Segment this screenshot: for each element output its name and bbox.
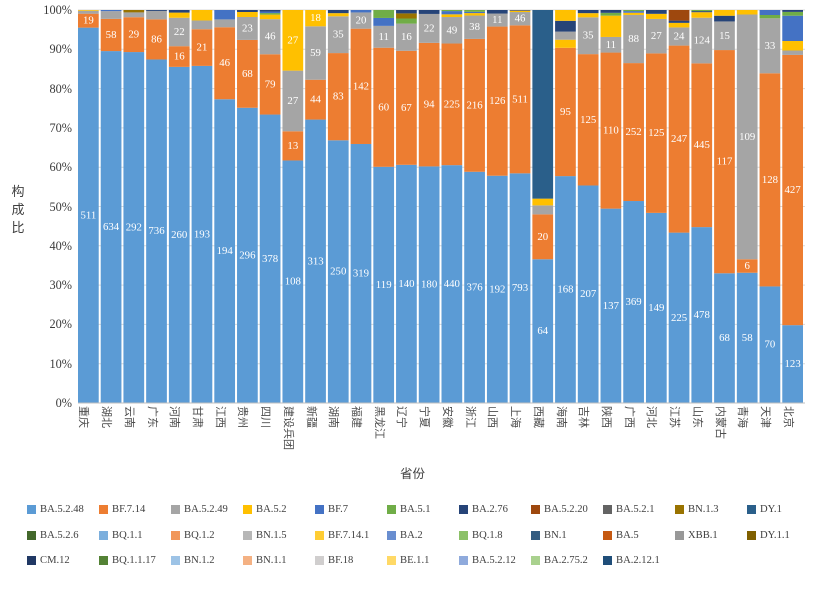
svg-text:207: 207 [580,288,597,300]
svg-text:38: 38 [469,21,480,33]
svg-text:250: 250 [330,266,346,278]
svg-text:260: 260 [171,229,187,241]
svg-text:21: 21 [197,42,208,54]
svg-text:59: 59 [310,47,321,59]
svg-text:125: 125 [648,127,664,139]
svg-text:15: 15 [719,30,730,42]
svg-text:313: 313 [307,255,323,267]
svg-text:27: 27 [287,95,298,107]
svg-text:180: 180 [421,279,437,291]
svg-text:427: 427 [785,184,802,196]
svg-text:194: 194 [217,245,234,257]
svg-text:247: 247 [671,133,688,145]
svg-text:369: 369 [626,296,642,308]
svg-text:33: 33 [765,40,776,52]
svg-text:110: 110 [603,125,619,137]
svg-text:736: 736 [148,225,165,237]
svg-text:193: 193 [194,228,210,240]
svg-text:20: 20 [356,15,367,27]
svg-text:58: 58 [106,29,117,41]
svg-text:168: 168 [557,284,573,296]
svg-text:13: 13 [287,140,298,152]
svg-text:117: 117 [717,156,733,168]
svg-text:29: 29 [128,29,139,41]
svg-text:140: 140 [398,278,414,290]
svg-text:19: 19 [83,15,94,27]
svg-text:18: 18 [310,12,321,24]
svg-text:6: 6 [744,260,750,272]
svg-text:142: 142 [353,80,369,92]
svg-text:225: 225 [444,98,460,110]
svg-text:64: 64 [537,325,548,337]
svg-text:70: 70 [765,339,776,351]
svg-text:192: 192 [489,283,505,295]
svg-text:126: 126 [489,95,506,107]
svg-text:23: 23 [242,22,253,34]
svg-text:22: 22 [424,22,435,34]
svg-text:11: 11 [606,39,616,51]
svg-text:67: 67 [401,102,412,114]
svg-text:292: 292 [126,222,142,234]
svg-text:225: 225 [671,312,687,324]
svg-text:124: 124 [694,35,711,47]
svg-text:58: 58 [742,332,753,344]
svg-text:440: 440 [444,278,460,290]
svg-text:216: 216 [466,99,483,111]
svg-text:79: 79 [265,78,276,90]
svg-text:94: 94 [424,99,435,111]
svg-text:793: 793 [512,282,528,294]
svg-text:16: 16 [401,31,412,43]
svg-text:376: 376 [466,281,483,293]
svg-text:88: 88 [628,33,639,45]
svg-text:634: 634 [103,221,120,233]
svg-text:137: 137 [603,300,620,312]
svg-text:11: 11 [378,31,388,43]
svg-text:68: 68 [242,68,253,80]
svg-text:68: 68 [719,332,730,344]
svg-text:119: 119 [376,279,392,291]
svg-text:46: 46 [265,31,276,43]
svg-text:22: 22 [174,26,185,38]
svg-text:125: 125 [580,114,596,126]
svg-text:95: 95 [560,106,571,118]
svg-text:27: 27 [651,30,662,42]
svg-text:123: 123 [785,358,801,370]
svg-text:108: 108 [285,276,301,288]
svg-text:20: 20 [537,231,548,243]
svg-text:511: 511 [80,209,96,221]
svg-text:49: 49 [446,24,457,36]
svg-text:46: 46 [219,57,230,69]
svg-text:24: 24 [674,31,685,43]
svg-text:478: 478 [694,309,710,321]
svg-text:86: 86 [151,33,162,45]
svg-text:296: 296 [239,249,256,261]
svg-text:83: 83 [333,91,344,103]
svg-text:128: 128 [762,174,778,186]
svg-text:35: 35 [333,29,344,41]
svg-text:44: 44 [310,94,321,106]
svg-text:35: 35 [583,30,594,42]
svg-text:60: 60 [378,101,389,113]
svg-text:445: 445 [694,139,710,151]
svg-text:27: 27 [287,34,298,46]
svg-text:109: 109 [739,131,755,143]
svg-text:252: 252 [626,126,642,138]
svg-text:149: 149 [648,302,664,314]
svg-text:378: 378 [262,253,278,265]
svg-text:511: 511 [512,93,528,105]
svg-text:319: 319 [353,267,369,279]
svg-text:46: 46 [515,13,526,25]
svg-text:16: 16 [174,51,185,63]
svg-text:11: 11 [492,14,502,26]
